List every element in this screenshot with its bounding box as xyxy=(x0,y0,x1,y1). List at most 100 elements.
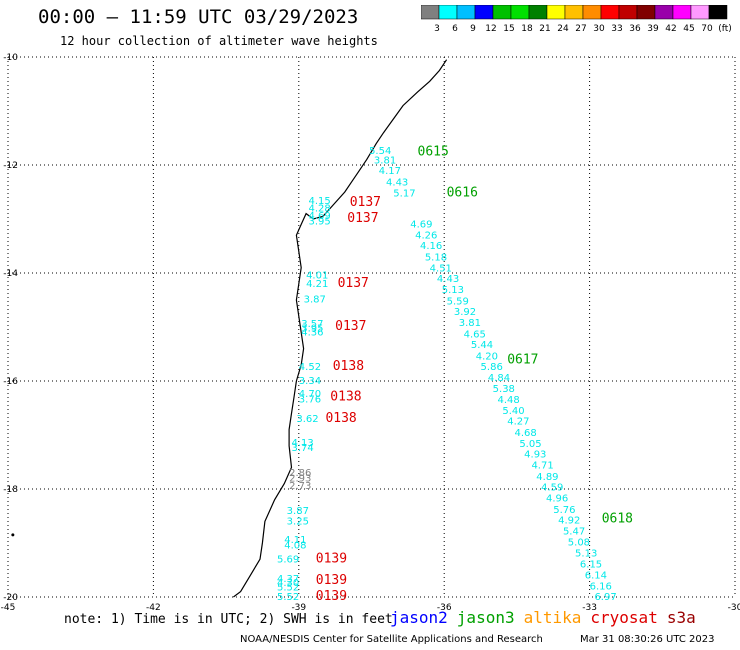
wave-height-label: 4.52 xyxy=(299,362,321,373)
wave-height-label: 4.43 xyxy=(386,178,408,189)
wave-height-label: 4.13 xyxy=(292,438,314,449)
wave-height-label: 5.59 xyxy=(447,296,469,307)
colorbar-labels: 3 6 9 12 15 18 21 24 27 30 33 36 39 42 45 70 (ft) xyxy=(434,24,732,34)
colorbar-tick-label: 6 xyxy=(452,24,458,34)
mission-jason3: jason3 xyxy=(456,608,515,627)
wave-height-label: 4.01 xyxy=(306,270,328,281)
wave-height-label: 4.21 xyxy=(306,279,328,290)
wave-height-colorbar xyxy=(421,5,728,20)
wave-height-label: 5.47 xyxy=(563,526,585,537)
generated-timestamp: Mar 31 08:30:26 UTC 2023 xyxy=(580,634,715,645)
pass-id-label: 0138 xyxy=(325,411,356,426)
wave-height-label: 5.40 xyxy=(502,406,524,417)
wave-height-label: 3.92 xyxy=(454,307,476,318)
wave-height-label: 5.76 xyxy=(553,505,575,516)
wave-height-label: 5.05 xyxy=(519,439,541,450)
colorbar-unit: (ft) xyxy=(718,24,732,34)
wave-height-label: 3.34 xyxy=(299,376,321,387)
wave-height-label: 4.43 xyxy=(437,274,459,285)
wave-height-label: 4.26 xyxy=(415,230,437,241)
lat-tick-label: -16 xyxy=(3,377,18,387)
wave-height-label: 4.28 xyxy=(308,203,330,214)
wave-height-label: 4.48 xyxy=(498,395,520,406)
wave-height-label: 4.84 xyxy=(488,373,510,384)
lat-tick-label: -12 xyxy=(3,161,18,171)
colorbar-tick-label: 45 xyxy=(683,24,694,34)
wave-height-label: 5.08 xyxy=(568,538,590,549)
wave-height-label: 6.97 xyxy=(594,592,616,603)
wave-height-label: 4.71 xyxy=(531,460,553,471)
wave-height-label: 4.15 xyxy=(308,196,330,207)
pass-id-label: 0615 xyxy=(418,144,449,159)
cryosat-track: 4.154.284.693.954.014.213.873.573.954.36… xyxy=(277,195,381,604)
wave-height-label: 6.14 xyxy=(585,571,607,582)
wave-height-label: 4.16 xyxy=(420,241,442,252)
lat-tick-label: -10 xyxy=(3,53,18,63)
colorbar-tick-label: 39 xyxy=(647,24,659,34)
colorbar-tick-label: 18 xyxy=(521,24,533,34)
wave-height-label: 5.18 xyxy=(425,253,447,264)
pass-id-label: 0139 xyxy=(316,589,347,604)
mission-s3a: s3a xyxy=(666,608,696,627)
credit-text: NOAA/NESDIS Center for Satellite Applica… xyxy=(240,634,543,645)
wave-height-label: 5.38 xyxy=(493,384,515,395)
wave-height-label: 3.95 xyxy=(308,216,330,227)
wave-height-label: 4.69 xyxy=(410,220,432,231)
wave-height-label: 3.62 xyxy=(296,414,318,425)
wave-height-label: 5.52 xyxy=(277,583,299,594)
colorbar-tick-label: 27 xyxy=(575,24,586,34)
pass-id-label: 0617 xyxy=(507,353,538,368)
pass-id-label: 0137 xyxy=(338,276,369,291)
lon-tick-label: -39 xyxy=(291,603,306,613)
map-title: 00:00 – 11:59 UTC 03/29/2023 xyxy=(38,6,359,28)
colorbar-tick-label: 21 xyxy=(539,24,550,34)
lon-tick-label: -42 xyxy=(146,603,161,613)
pass-id-label: 0616 xyxy=(447,185,478,200)
wave-height-label: 4.92 xyxy=(558,516,580,527)
colorbar-tick-label: 30 xyxy=(593,24,605,34)
colorbar-swatch xyxy=(708,5,728,20)
map-subtitle: 12 hour collection of altimeter wave hei… xyxy=(60,34,378,48)
wave-height-label: 5.52 xyxy=(277,592,299,603)
colorbar-tick-label: 3 xyxy=(434,24,440,34)
wave-height-label: 3.87 xyxy=(304,295,326,306)
wave-height-label: 4.65 xyxy=(464,329,486,340)
pass-id-label: 0138 xyxy=(330,389,361,404)
mission-legend: jason2 jason3 altika cryosat s3a xyxy=(390,608,705,627)
lon-tick-label: -30 xyxy=(728,603,740,613)
wave-height-label: 4.20 xyxy=(476,351,498,362)
wave-height-label: 3.95 xyxy=(301,323,323,334)
wave-height-label: 4.89 xyxy=(536,472,558,483)
pass-id-label: 0137 xyxy=(350,195,381,210)
footnote: note: 1) Time is in UTC; 2) SWH is in fe… xyxy=(64,612,393,627)
colorbar-tick-label: 33 xyxy=(611,24,622,34)
lon-tick-label: -45 xyxy=(1,603,16,613)
mission-altika: altika xyxy=(523,608,582,627)
wave-height-label: 5.86 xyxy=(481,362,503,373)
wave-height-label: 4.68 xyxy=(514,428,536,439)
wave-height-label: 4.11 xyxy=(284,535,306,546)
wave-height-label: 4.93 xyxy=(524,450,546,461)
colorbar-tick-label: 24 xyxy=(557,24,569,34)
wave-height-label: 3.74 xyxy=(292,443,314,454)
wave-height-label: 4.30 xyxy=(277,578,299,589)
pass-id-label: 0137 xyxy=(335,319,366,334)
wave-height-label: 3.87 xyxy=(287,506,309,517)
wave-height-label: 4.70 xyxy=(299,389,321,400)
colorbar-tick-label: 36 xyxy=(629,24,641,34)
wave-height-label: 4.17 xyxy=(379,166,401,177)
colorbar-tick-label: 42 xyxy=(665,24,676,34)
wave-height-label: 5.69 xyxy=(277,554,299,565)
wave-height-label: 6.16 xyxy=(590,581,612,592)
wave-height-label: 3.57 xyxy=(301,319,323,330)
wave-height-label: 4.27 xyxy=(507,417,529,428)
wave-height-label: 5.13 xyxy=(442,285,464,296)
colorbar-tick-label: 9 xyxy=(470,24,476,34)
lon-tick-label: -36 xyxy=(437,603,452,613)
mission-jason2: jason2 xyxy=(390,608,448,627)
wave-height-label: 5.54 xyxy=(369,146,391,157)
wave-height-label: 3.81 xyxy=(459,318,481,329)
colorbar-tick-label: 15 xyxy=(503,24,514,34)
wave-height-label: 2.73 xyxy=(289,481,311,492)
